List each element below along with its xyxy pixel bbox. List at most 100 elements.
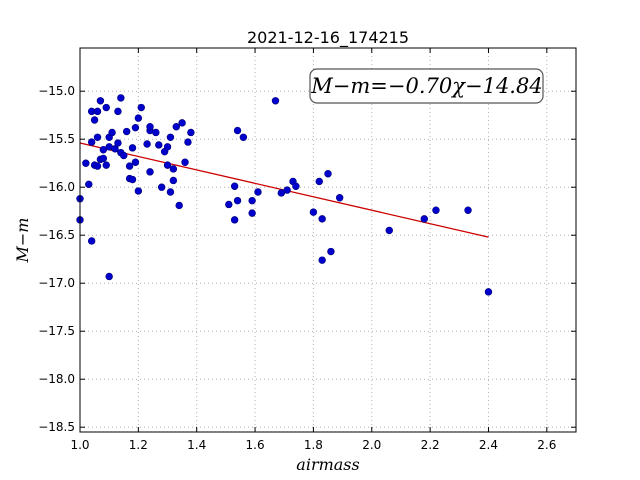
data-point [248, 209, 256, 217]
data-point [318, 215, 326, 223]
data-point [230, 216, 239, 224]
data-point [324, 170, 332, 178]
data-point [178, 119, 186, 127]
y-tick-label: −15.5 [38, 132, 75, 146]
x-tick-label: 2.4 [479, 438, 498, 452]
data-point [131, 123, 140, 132]
data-point [484, 288, 493, 296]
data-point [225, 200, 233, 209]
x-axis-label: airmass [296, 455, 359, 474]
data-point [87, 138, 96, 146]
y-tick-label: −16.5 [38, 228, 75, 242]
data-point [184, 138, 192, 146]
data-point [93, 162, 102, 170]
data-point [137, 103, 145, 112]
data-point [335, 194, 344, 202]
data-point [432, 206, 440, 214]
data-point [111, 145, 119, 153]
data-point [90, 116, 99, 124]
axis-ticks: 1.0 1.2 1.4 1.6 1.8 2.0 2.2 2.4 2.6 −15.0 −15.5 −16… [38, 48, 576, 452]
data-point [166, 188, 175, 196]
data-points [76, 94, 493, 296]
data-point [114, 139, 122, 147]
data-point [385, 226, 393, 235]
data-point [292, 182, 300, 190]
data-point [271, 97, 280, 105]
data-point [283, 186, 291, 194]
x-tick-label: 2.0 [362, 438, 381, 452]
data-point [99, 146, 108, 154]
data-point [128, 175, 137, 184]
data-point [146, 168, 154, 176]
y-tick-label: −17.5 [38, 324, 75, 338]
data-point [155, 141, 163, 149]
y-axis-label: M−m [13, 218, 32, 264]
data-point [181, 158, 189, 166]
y-tick-label: −18.5 [38, 420, 75, 434]
y-tick-label: −16.0 [38, 180, 75, 194]
x-tick-label: 1.2 [129, 438, 148, 452]
x-tick-label: 1.6 [246, 438, 265, 452]
data-point [93, 133, 102, 141]
data-point [248, 196, 256, 205]
data-point [125, 162, 134, 170]
data-point [143, 140, 151, 148]
data-point [175, 201, 183, 210]
data-point [87, 237, 96, 245]
data-point [134, 187, 143, 195]
y-tick-label: −18.0 [38, 372, 75, 386]
data-point [420, 215, 428, 223]
data-point [169, 176, 178, 185]
fit-equation-frame [309, 68, 544, 104]
data-point [254, 188, 262, 196]
plot-frame [79, 47, 577, 433]
x-tick-label: 1.4 [187, 438, 206, 452]
data-point [166, 133, 175, 141]
data-point [277, 189, 286, 197]
data-point [122, 127, 131, 136]
data-point [163, 161, 172, 169]
fit-equation-box: M−m=−0.70χ−14.84 [309, 68, 544, 104]
data-point [85, 180, 93, 189]
data-point [105, 272, 113, 281]
x-tick-label: 1.8 [304, 438, 323, 452]
data-point [102, 103, 110, 112]
x-tick-label: 1.0 [70, 438, 89, 452]
data-point [108, 128, 116, 137]
y-tick-label: −15.0 [38, 84, 75, 98]
x-tick-label: 2.6 [537, 438, 556, 452]
data-point [82, 159, 90, 167]
data-point [114, 107, 122, 116]
fit-equation: M−m=−0.70χ−14.84 [310, 74, 542, 98]
data-point [152, 128, 160, 137]
data-point [117, 94, 125, 102]
data-point [134, 114, 143, 122]
data-point [230, 182, 239, 190]
data-point [327, 247, 335, 256]
data-point [163, 143, 172, 151]
gridlines [79, 48, 576, 432]
data-point [120, 151, 128, 160]
data-point [309, 208, 318, 216]
data-point [99, 154, 108, 163]
data-point [318, 256, 326, 264]
data-point [315, 177, 323, 186]
data-point [146, 123, 154, 131]
data-point [233, 126, 242, 135]
data-point [464, 206, 472, 214]
chart-title: 2021-12-16_174215 [247, 28, 409, 48]
x-tick-label: 2.2 [421, 438, 440, 452]
data-point [93, 107, 102, 116]
data-point [102, 161, 110, 169]
data-point [239, 133, 248, 141]
data-point [169, 165, 178, 173]
data-point [128, 144, 137, 152]
data-point [233, 196, 242, 205]
data-point [131, 158, 140, 166]
y-tick-label: −17.0 [38, 276, 75, 290]
data-point [157, 183, 166, 191]
data-point [187, 128, 195, 137]
data-point [172, 123, 180, 131]
data-point [96, 97, 105, 105]
